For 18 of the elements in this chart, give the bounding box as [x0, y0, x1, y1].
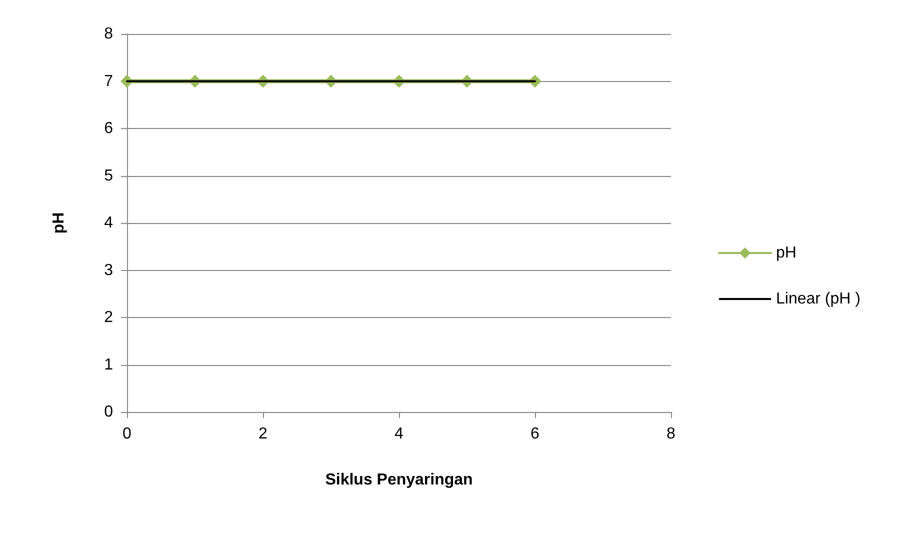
x-axis-title: Siklus Penyaringan [325, 472, 473, 488]
y-tick-label: 8 [104, 26, 114, 42]
x-tick-label: 6 [530, 426, 540, 442]
y-tick-label: 2 [104, 309, 114, 326]
x-tick-label: 4 [394, 426, 404, 442]
y-tick-label: 3 [104, 262, 114, 279]
x-tick-label: 0 [122, 426, 132, 442]
y-axis-title: pH [50, 212, 68, 234]
legend-label: pH [776, 244, 796, 262]
x-tick-label: 2 [258, 426, 268, 442]
y-tick-label: 0 [104, 404, 114, 420]
x-tick-label: 8 [666, 426, 676, 442]
y-tick-label: 1 [104, 356, 114, 374]
y-tick-label: 6 [104, 120, 114, 137]
y-tick-label: 5 [104, 167, 114, 184]
legend-label: Linear (pH ) [776, 290, 860, 308]
y-tick-label: 7 [104, 72, 114, 90]
y-tick-label: 4 [104, 214, 114, 232]
